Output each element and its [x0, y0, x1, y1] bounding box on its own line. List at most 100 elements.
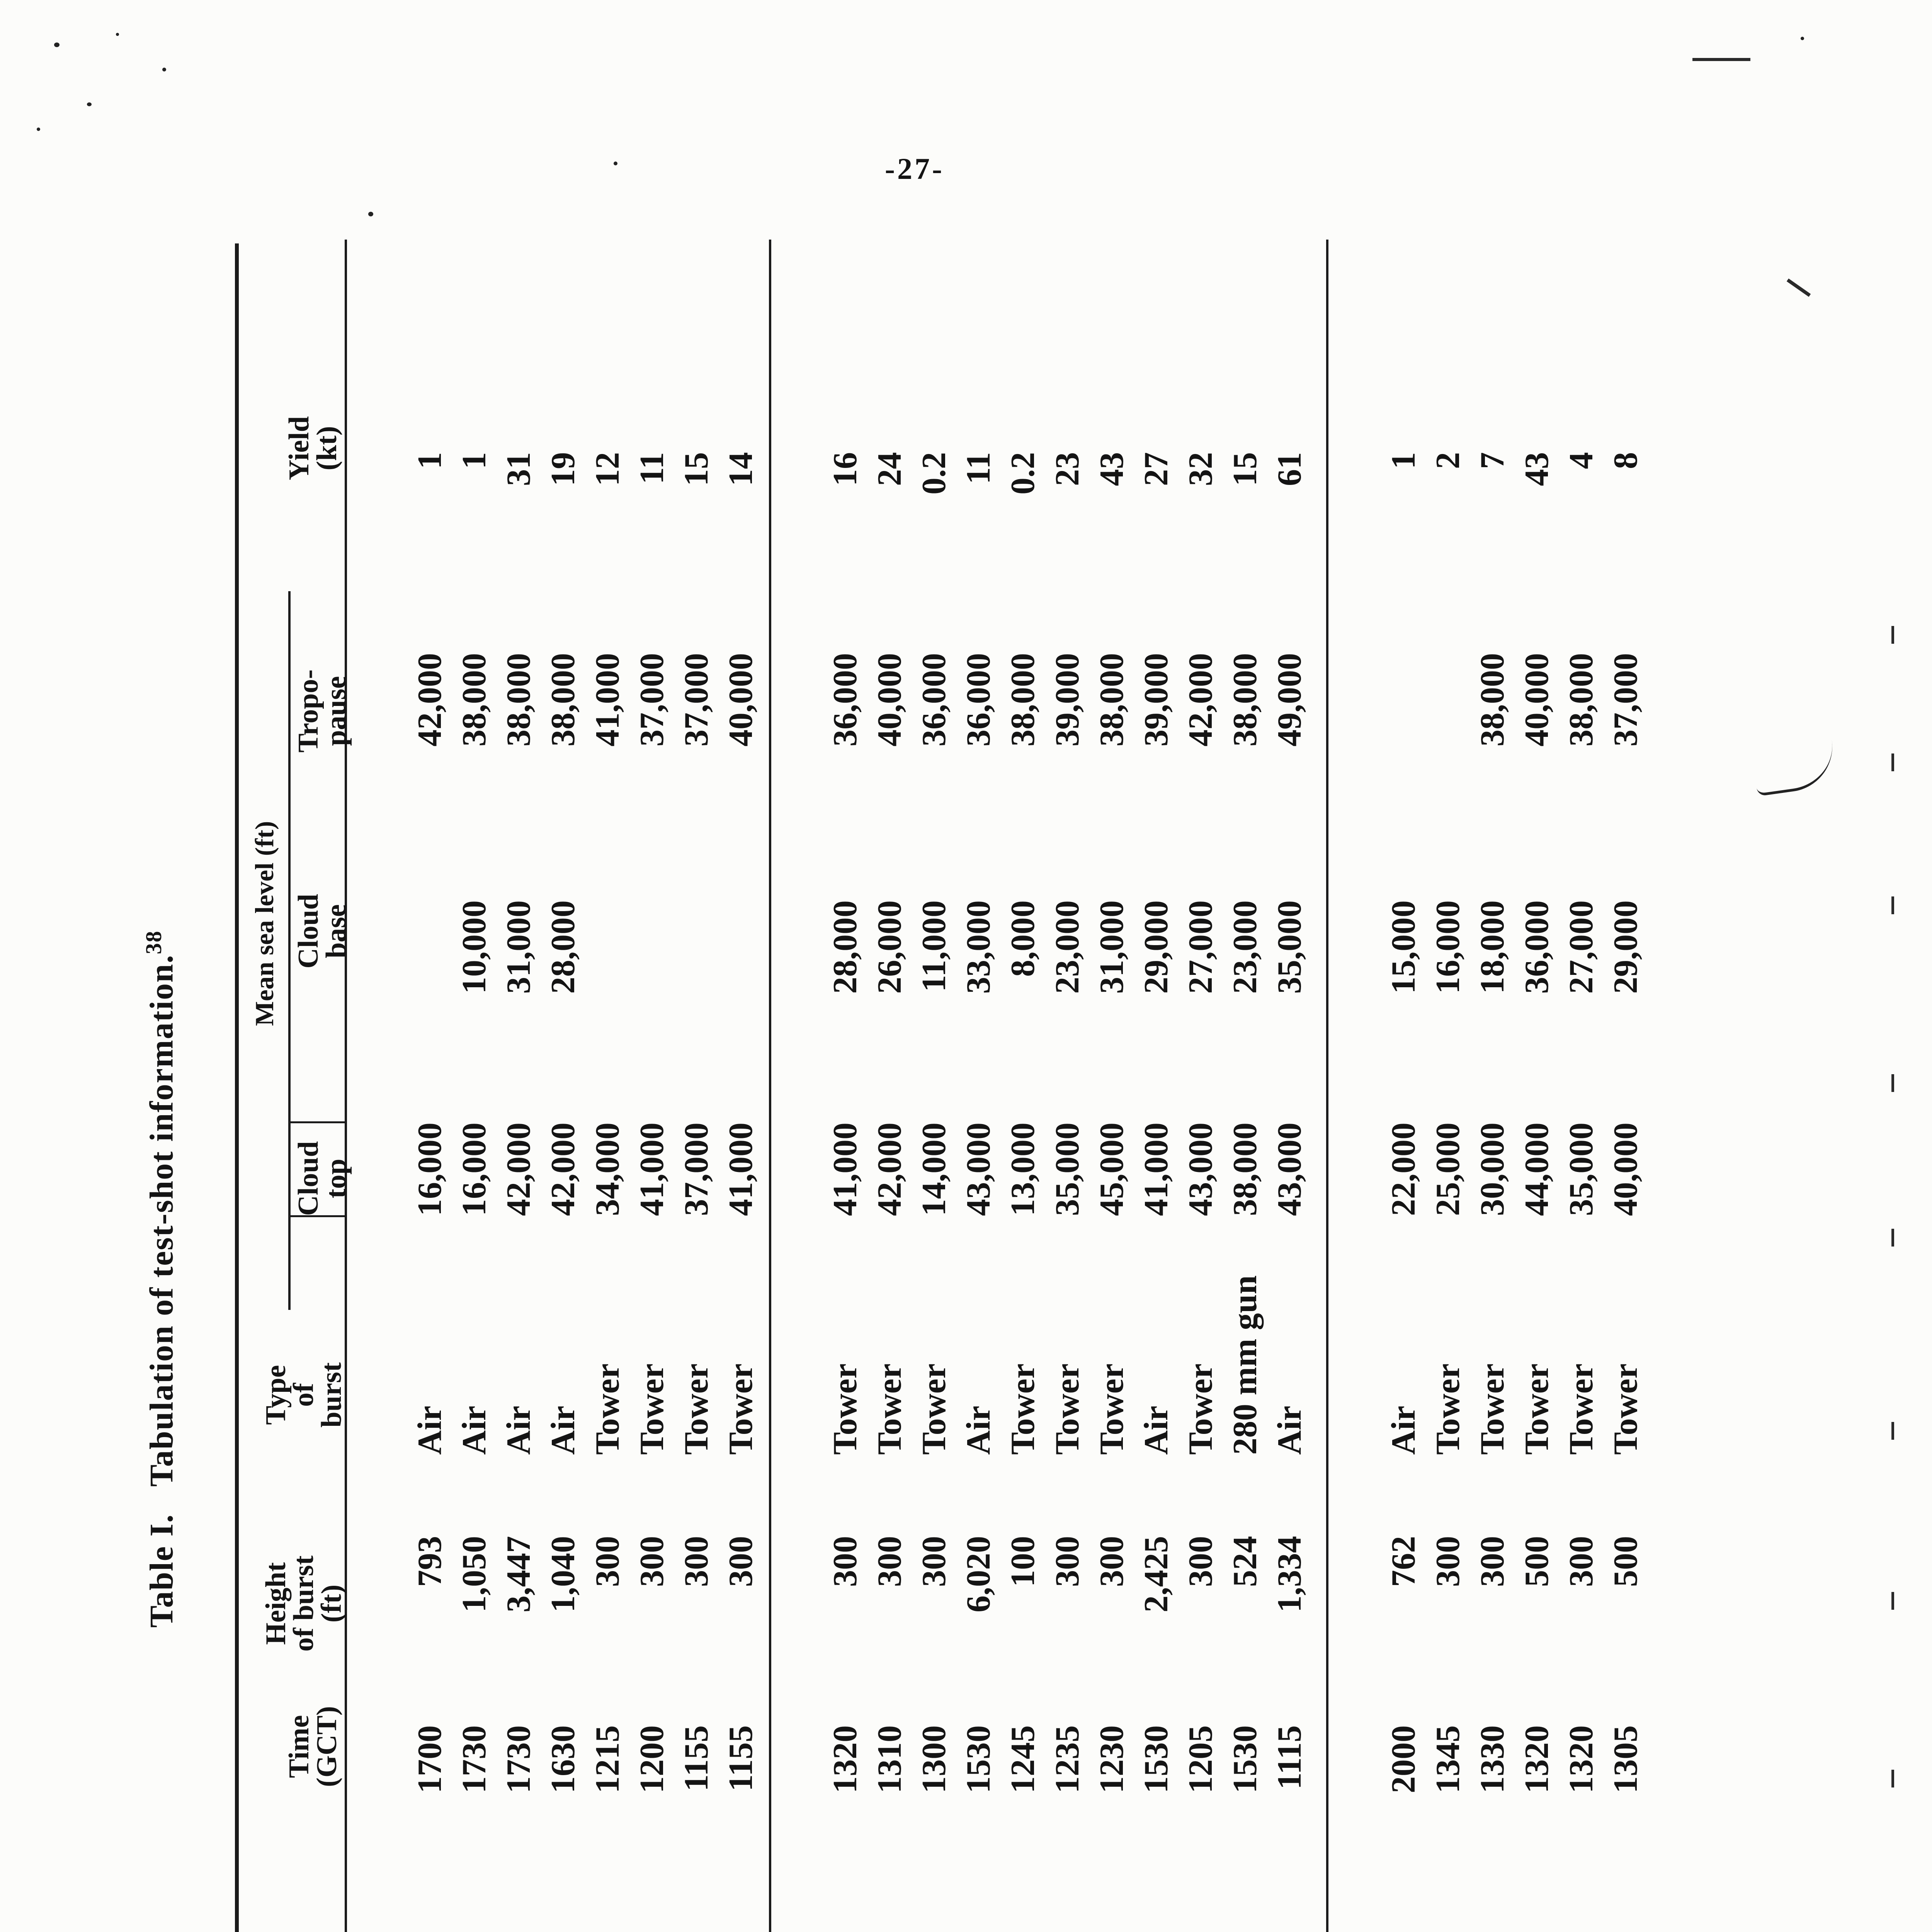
cell-height: 300	[722, 1536, 760, 1587]
cell-tropopause: 38,000	[456, 653, 493, 747]
cell-time: 1305	[1607, 1725, 1645, 1793]
cell-time: 1320	[827, 1725, 864, 1793]
cell-tropopause: 40,000	[1518, 653, 1556, 747]
cell-cloud_top: 43,000	[1271, 1122, 1308, 1216]
cell-height: 300	[1182, 1536, 1219, 1587]
cell-cloud_base: 27,000	[1182, 900, 1219, 994]
column-header-tropopause: Tropo- pause	[293, 669, 352, 753]
cell-time: 1630	[544, 1725, 582, 1793]
column-header-yield: Yield (kt)	[283, 416, 343, 480]
cell-type: Tower	[1004, 1363, 1042, 1455]
cell-type: Tower	[1474, 1363, 1511, 1455]
cell-height: 1,050	[456, 1536, 493, 1612]
cell-yield: 0.2	[915, 452, 953, 495]
table-row: 3Tesla1/3/551330300Tower30,00018,00038,0…	[1468, 197, 1513, 1932]
cell-cloud_top: 14,000	[915, 1122, 953, 1216]
cell-cloud_top: 30,000	[1474, 1122, 1511, 1216]
cell-tropopause: 39,000	[1049, 653, 1086, 747]
cell-cloud_top: 13,000	[1004, 1122, 1042, 1216]
cell-time: 1730	[500, 1725, 537, 1793]
cell-tropopause: 36,000	[960, 653, 997, 747]
cell-height: 300	[871, 1536, 908, 1587]
cell-height: 500	[1518, 1536, 1556, 1587]
cell-tropopause: 38,000	[1563, 653, 1600, 747]
scan-artifact-dash	[1891, 1074, 1894, 1092]
cell-height: 300	[1474, 1536, 1511, 1587]
table-row: 2Baker15/4/5217301,050Air16,00010,00038,…	[450, 197, 495, 1932]
cell-cloud_top: 37,000	[678, 1122, 715, 1216]
column-header-height: Height of burst (ft)	[260, 1555, 347, 1652]
cell-yield: 27	[1138, 452, 1175, 486]
cell-time: 1155	[678, 1725, 715, 1792]
cell-time: 1230	[1093, 1725, 1131, 1793]
cell-height: 300	[1563, 1536, 1600, 1587]
table-row: 3Charlie22/4/5217303,447Air42,00031,0003…	[495, 197, 539, 1932]
table-row: 6Bee22/3/551305500Tower40,00029,00037,00…	[1602, 197, 1646, 1932]
table-row: 4Dog1/5/5216301,040Air42,00028,00038,000…	[539, 197, 583, 1932]
page-number: -27-	[885, 152, 944, 185]
table-row: 3Ruth31/3/531300300Tower14,00011,00036,0…	[910, 197, 954, 1932]
cell-tropopause: 41,000	[589, 653, 626, 747]
table-row: 5Ray11/4/531245100Tower13,0008,00038,000…	[999, 197, 1043, 1932]
scan-artifact-dash	[1692, 58, 1750, 61]
cell-tropopause: 40,000	[871, 653, 908, 747]
cell-cloud_top: 25,000	[1429, 1122, 1467, 1216]
cell-time: 1530	[1138, 1725, 1175, 1793]
cell-type: Tower	[589, 1363, 626, 1455]
table-row: 7Simon25/4/531230300Tower45,00031,00038,…	[1088, 197, 1132, 1932]
cell-tropopause: 37,000	[633, 653, 671, 747]
cell-time: 1310	[871, 1725, 908, 1793]
cell-yield: 11	[960, 452, 997, 485]
cell-yield: 15	[678, 452, 715, 486]
cell-yield: 11	[633, 452, 671, 485]
cell-cloud_base: 27,000	[1563, 900, 1600, 994]
cell-cloud_top: 35,000	[1563, 1122, 1600, 1216]
table-caption: Table I. Tabulation of test-shot informat…	[141, 804, 181, 1754]
cell-tropopause: 38,000	[544, 653, 582, 747]
cell-type: Tower	[1049, 1363, 1086, 1455]
cell-height: 1,334	[1271, 1536, 1308, 1612]
group-separator-rule	[769, 240, 771, 1932]
cell-time: 1530	[1226, 1725, 1264, 1793]
scan-speck	[162, 68, 166, 71]
cell-height: 300	[1049, 1536, 1086, 1587]
cell-yield: 7	[1474, 452, 1511, 469]
cell-cloud_base: 35,000	[1271, 900, 1308, 994]
cell-tropopause: 42,000	[411, 653, 449, 747]
scan-speck	[87, 102, 92, 106]
scan-artifact-dash	[1891, 626, 1894, 644]
cell-cloud_top: 41,000	[722, 1122, 760, 1216]
cell-height: 793	[411, 1536, 449, 1587]
column-header-cloud-top: Cloud top	[293, 1141, 352, 1216]
cell-time: 1530	[960, 1725, 997, 1793]
cell-cloud_base: 11,000	[915, 900, 953, 992]
cell-type: Tower	[1563, 1363, 1600, 1455]
cell-height: 300	[1093, 1536, 1131, 1587]
cell-tropopause: 36,000	[915, 653, 953, 747]
cell-height: 6,020	[960, 1536, 997, 1612]
cell-yield: 16	[827, 452, 864, 486]
cell-time: 1730	[456, 1725, 493, 1793]
scan-speck	[54, 43, 60, 47]
cell-tropopause: 36,000	[827, 653, 864, 747]
cell-yield: 4	[1563, 452, 1600, 469]
cell-type: Air	[960, 1405, 997, 1455]
column-header-cloud-base: Cloud base	[293, 894, 352, 969]
table-row: 10Grable25/5/531530524280 mm gun38,00023…	[1221, 197, 1265, 1932]
cell-cloud_base: 23,000	[1226, 900, 1264, 994]
cell-tropopause: 49,000	[1271, 653, 1308, 747]
cell-cloud_top: 41,000	[633, 1122, 671, 1216]
cell-type: Tower	[871, 1363, 908, 1455]
cell-cloud_top: 16,000	[456, 1122, 493, 1216]
cell-time: 2000	[1385, 1725, 1422, 1793]
cell-height: 300	[589, 1536, 626, 1587]
cell-yield: 12	[589, 452, 626, 486]
column-header-time: Time (GCT)	[283, 1706, 343, 1787]
cell-type: Air	[1271, 1405, 1308, 1455]
